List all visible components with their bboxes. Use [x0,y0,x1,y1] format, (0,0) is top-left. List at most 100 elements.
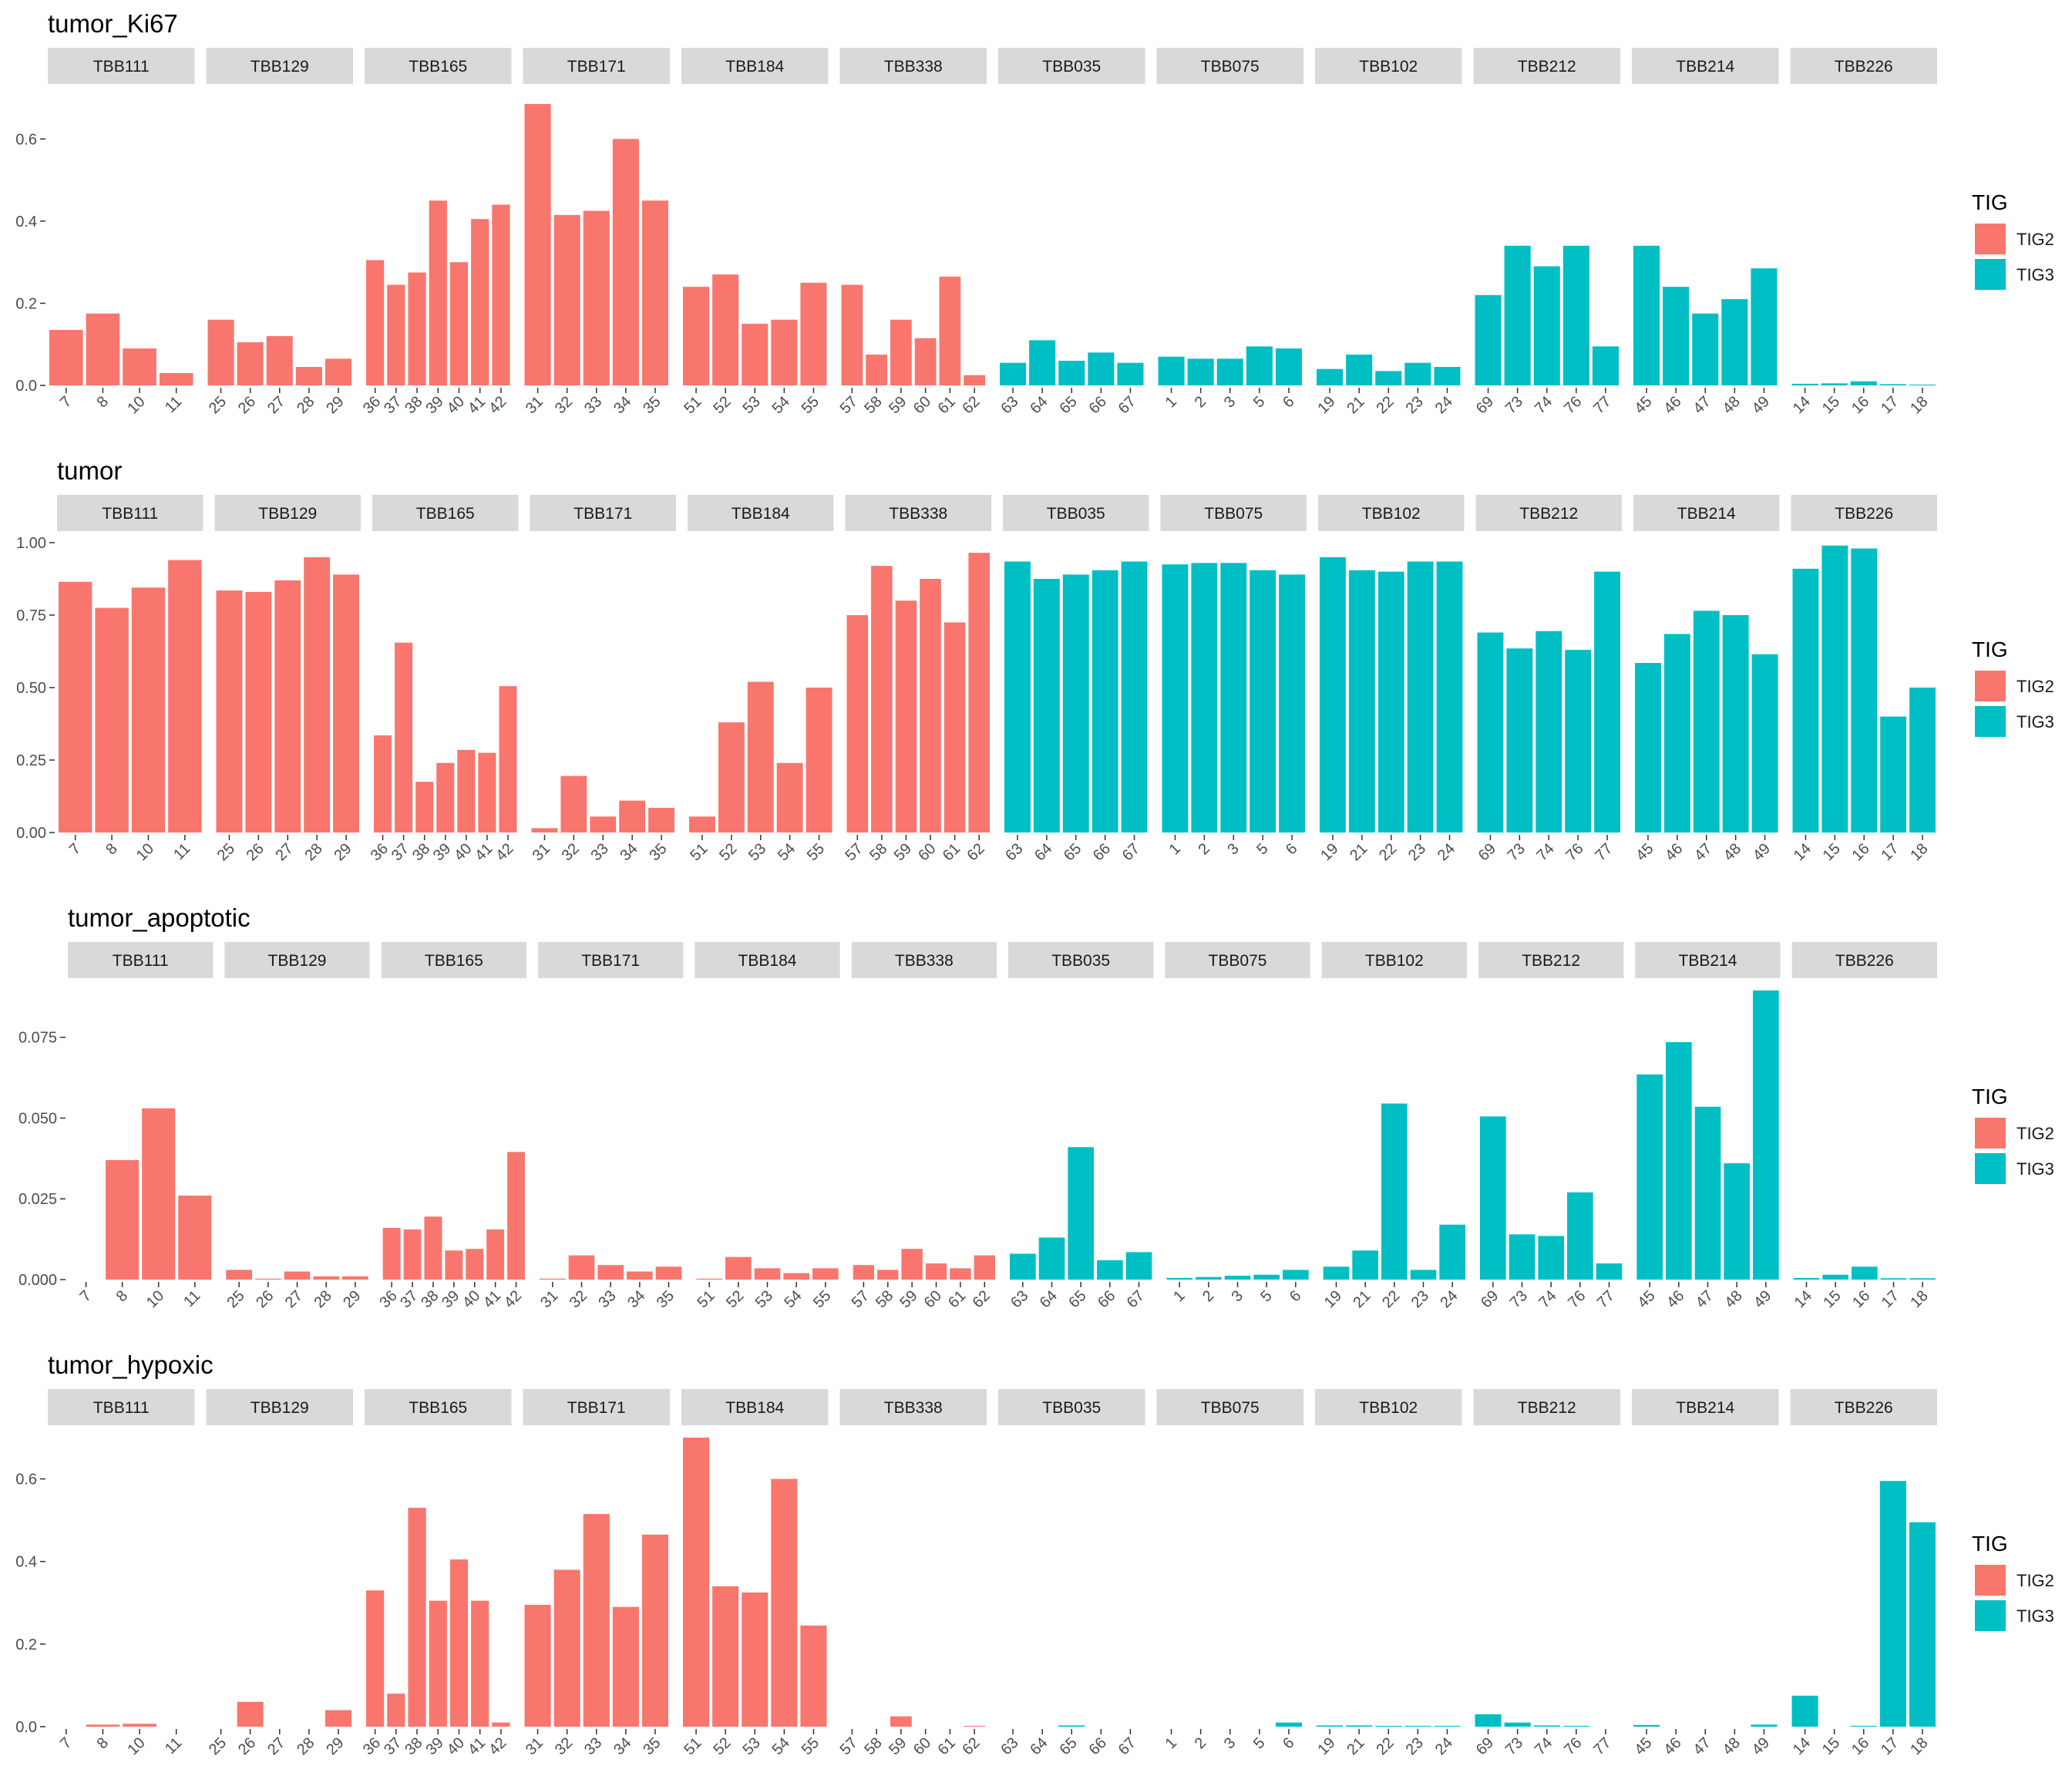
panel-title: tumor_apoptotic [68,903,251,932]
y-tick-label: 0.050 [18,1110,57,1127]
bar [436,762,455,832]
bar [1246,346,1273,385]
legend-label: TIG3 [2016,265,2054,284]
facet-TBB075: TBB075 1 2 3 5 6 [1165,942,1310,1305]
bar [742,1592,769,1727]
facet-strip [688,495,834,531]
legend-label: TIG3 [2016,1606,2054,1626]
x-tick-label: 34 [624,1287,648,1311]
bar [1058,1725,1085,1727]
bar [597,1265,624,1280]
y-tick-label: 0.4 [15,214,37,230]
bar [877,1270,899,1280]
x-tick-label: 21 [1350,1287,1374,1311]
x-tick-label: 55 [810,1287,834,1311]
bar [1410,1270,1437,1280]
facet-TBB212: TBB212 69 73 74 76 77 [1478,942,1624,1311]
x-tick-label: 34 [610,1734,634,1758]
bar [1092,570,1118,832]
bar [754,1268,781,1280]
facet-strip [214,495,361,531]
bar [1010,1253,1036,1280]
facet-TBB129: TBB129 25 26 27 28 29 [224,942,370,1311]
x-tick-label: 73 [1505,840,1529,864]
facet-strip-label: TBB226 [1835,505,1893,523]
bar [86,1724,120,1727]
legend-label: TIG3 [2016,712,2054,732]
bar [648,808,674,832]
bar [1850,1725,1877,1727]
x-tick-label: 51 [687,840,711,864]
x-tick-label: 17 [1879,1287,1902,1311]
x-tick-label: 60 [910,393,934,417]
bar [1562,1725,1589,1727]
bar [1317,1725,1344,1727]
x-tick-label: 73 [1502,1734,1526,1758]
bar [812,1268,839,1280]
bar [1346,355,1373,385]
y-tick-label: 0.000 [18,1272,57,1289]
x-tick-label: 25 [214,840,238,864]
facet-strip-label: TBB212 [1519,505,1578,523]
facet-strip [206,1389,353,1425]
bar [449,262,469,385]
x-tick-label: 5 [1257,1287,1275,1305]
bar [619,800,646,832]
bar [1348,570,1375,832]
bar [1375,371,1402,385]
bar [1224,1275,1251,1280]
bar [939,276,961,385]
bar [1879,1481,1906,1727]
bar [1404,362,1431,385]
bar [237,1701,264,1727]
bar [1187,358,1214,385]
facet-strip-label: TBB171 [581,952,640,970]
bar [1909,1522,1936,1727]
x-tick-label: 17 [1878,1734,1902,1758]
x-tick-label: 74 [1532,1734,1556,1758]
x-tick-label: 23 [1403,393,1427,417]
x-tick-label: 67 [1119,840,1143,864]
x-tick-label: 45 [1631,1734,1655,1758]
bar [1216,358,1243,385]
facet-strip [1632,1389,1779,1425]
x-tick-label: 63 [997,393,1021,417]
x-tick-label: 29 [340,1287,364,1311]
y-tick-label: 0.025 [18,1191,57,1208]
bar [1504,1722,1531,1727]
bar [853,1265,875,1280]
x-tick-label: 11 [162,1734,185,1758]
bar [1352,1250,1378,1280]
facet-strip [1165,942,1310,978]
bar [641,1534,668,1727]
facet-strip [381,942,526,978]
facet-TBB102: TBB102 19 21 22 23 24 [1314,48,1462,417]
facet-strip [530,495,676,531]
x-tick-label: 16 [1848,393,1872,417]
x-tick-label: 32 [567,1287,590,1311]
x-tick-label: 34 [610,393,634,417]
x-tick-label: 6 [1287,1287,1304,1305]
x-tick-label: 34 [617,840,641,864]
bar [524,1604,551,1727]
facet-strip-label: TBB075 [1209,952,1267,970]
y-tick-label: 0.25 [16,752,46,769]
x-tick-label: 24 [1432,393,1456,417]
x-tick-label: 54 [781,1287,805,1311]
x-tick-label: 76 [1562,840,1586,864]
bar [424,1216,442,1280]
x-tick-label: 67 [1124,1287,1148,1311]
bar [641,200,668,385]
x-tick-label: 57 [843,840,866,864]
facet-strip [224,942,370,978]
bar [1029,340,1056,385]
x-tick-label: 66 [1086,1734,1110,1758]
facet-strip-label: TBB226 [1835,1399,1893,1417]
facet-strip-label: TBB214 [1676,58,1734,76]
x-tick-label: 29 [323,1734,347,1758]
bar [771,319,798,385]
bar [742,324,769,385]
x-tick-label: 53 [745,840,769,864]
x-tick-label: 46 [1660,393,1684,417]
bar [1121,561,1148,832]
